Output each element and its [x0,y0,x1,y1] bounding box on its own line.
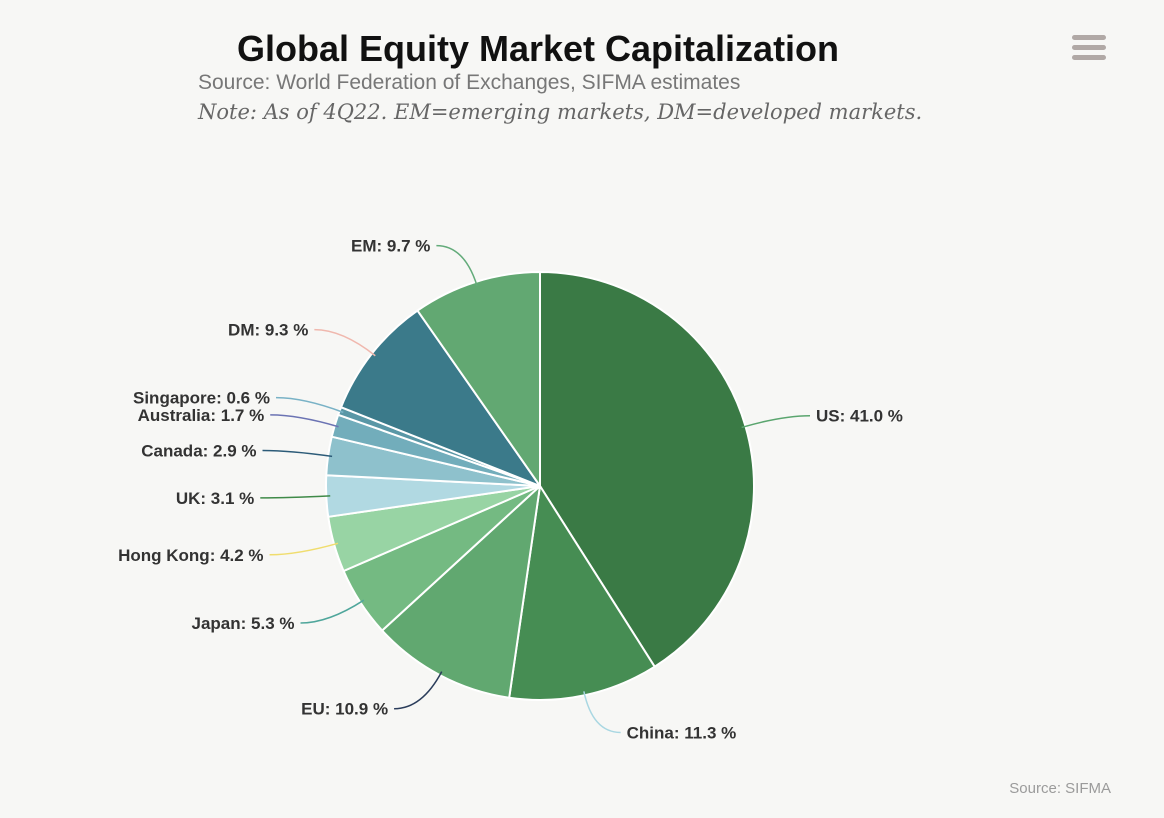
chart-note: Note: As of 4Q22. EM=emerging markets, D… [198,100,923,124]
pie-slices [325,271,755,701]
pie-connectors [260,244,810,734]
connector-uk [260,495,331,499]
connector-hong-kong [269,542,339,556]
connector-japan [300,599,365,624]
data-label-em: EM: 9.7 % [351,237,430,256]
data-label-dm: DM: 9.3 % [228,321,308,340]
chart-subtitle: Source: World Federation of Exchanges, S… [198,71,741,94]
connector-dm [314,328,376,357]
connector-singapore [275,396,344,414]
connector-eu [394,671,443,710]
chart-credit: Source: SIFMA [1009,780,1111,797]
connector-us [741,414,810,429]
data-label-china: China: 11.3 % [627,723,737,742]
hamburger-menu-icon[interactable] [1066,32,1112,64]
data-label-hong-kong: Hong Kong: 4.2 % [118,546,263,565]
data-label-japan: Japan: 5.3 % [192,614,295,633]
chart-title: Global Equity Market Capitalization [236,28,840,69]
data-label-singapore: Singapore: 0.6 % [133,389,270,408]
data-label-uk: UK: 3.1 % [176,489,254,508]
pie-labels: US: 41.0 % China: 11.3 % EU: 10.9 % Japan: … [118,237,903,743]
data-label-us: US: 41.0 % [816,407,903,426]
data-label-eu: EU: 10.9 % [301,700,388,719]
connector-china [583,691,621,734]
connector-em [436,244,478,286]
connector-canada [262,449,333,458]
connector-australia [270,414,339,428]
data-label-canada: Canada: 2.9 % [141,441,256,460]
data-label-australia: Australia: 1.7 % [138,406,265,425]
